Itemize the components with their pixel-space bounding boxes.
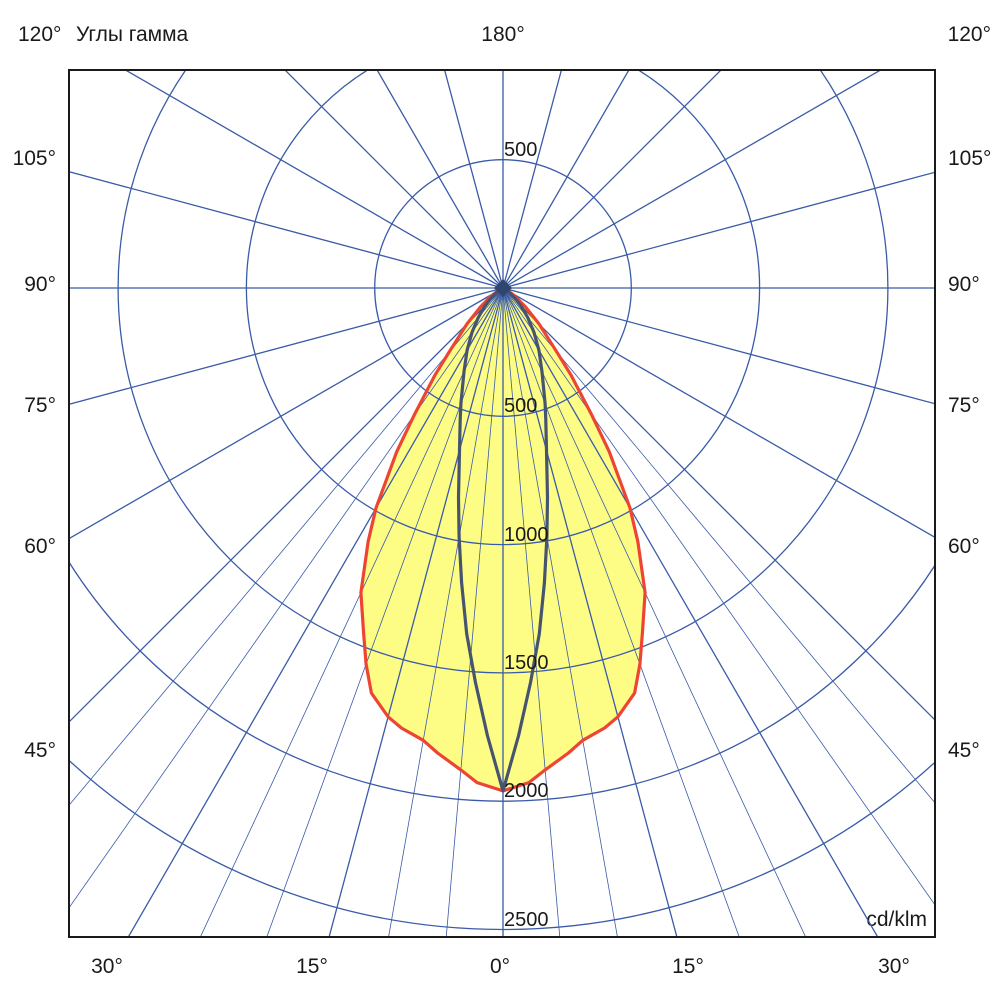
grid-ring-1500 [117, 70, 889, 674]
gamma-axis-label-right: 60° [948, 535, 980, 558]
gamma-label-top-left: 120° [18, 23, 61, 46]
grid-ring-2500 [69, 759, 935, 930]
grid-radial-major [284, 70, 504, 289]
grid-radial-major [502, 70, 882, 289]
grid-radial-major [502, 287, 678, 937]
grid-radial-minor [199, 287, 504, 937]
grid-radial-minor [445, 287, 504, 937]
grid-radial-minor [502, 287, 807, 937]
polar-origin-marker [494, 279, 512, 297]
grid-ring-1000 [245, 70, 761, 546]
gamma-axis-label-right: 90° [948, 273, 980, 296]
grid-radial-major [502, 70, 630, 289]
grid-radial-minor [388, 287, 504, 937]
radial-tick-label: 2000 [504, 780, 549, 802]
radial-tick-label: 2500 [504, 909, 549, 931]
gamma-axis-label-left: 45° [24, 739, 56, 762]
grid-radial-minor [502, 287, 561, 937]
grid-ring-2000 [69, 560, 935, 802]
gamma-axis-label-left: 90° [24, 273, 56, 296]
grid-radial-major [69, 171, 504, 289]
radial-tick-label: 1500 [504, 652, 549, 674]
gamma-axis-label-right: 105° [948, 147, 991, 170]
grid-radial-major [502, 70, 563, 289]
unit-label: cd/klm [866, 908, 927, 931]
grid-radial-minor [266, 287, 504, 937]
gamma-label-top-center: 180° [481, 23, 524, 46]
grid-ring-500 [374, 159, 632, 417]
gamma-axis-label-bottom: 30° [91, 955, 123, 978]
grid-radial-major [443, 70, 504, 289]
gamma-axis-label-left: 75° [24, 394, 56, 417]
radial-tick-label-upper: 500 [504, 139, 537, 161]
grid-radial-minor [502, 287, 740, 937]
grid-radial-minor [69, 287, 504, 806]
grid-radial-major [502, 171, 935, 289]
grid-radial-major [69, 287, 504, 540]
radial-tick-label: 1000 [504, 524, 549, 546]
grid-radial-major [502, 287, 935, 405]
grid-radial-major [502, 287, 879, 937]
grid-radial-major [502, 70, 722, 289]
gamma-axis-label-left: 60° [24, 535, 56, 558]
grid-radial-major [69, 287, 504, 405]
grid-radial-major [376, 70, 504, 289]
grid-radial-major [502, 287, 935, 721]
grid-radial-major [127, 287, 504, 937]
gamma-axis-label-right: 45° [948, 739, 980, 762]
gamma-label-top-right: 120° [948, 23, 991, 46]
gamma-axis-label-left: 105° [13, 147, 56, 170]
plot-border [68, 69, 936, 938]
grid-radial-major [328, 287, 504, 937]
grid-radial-minor [69, 287, 504, 909]
narrow-beam-curve [456, 286, 550, 793]
grid-radial-minor [502, 287, 935, 804]
grid-radial-major [69, 287, 504, 723]
grid-radial-minor [502, 287, 935, 906]
grid-radial-major [124, 70, 504, 289]
radial-tick-label: 500 [504, 395, 537, 417]
gamma-axis-label-bottom: 30° [878, 955, 910, 978]
gamma-axis-label-bottom: 15° [672, 955, 704, 978]
gamma-axis-label-bottom: 15° [296, 955, 328, 978]
grid-radial-minor [502, 287, 618, 937]
gamma-axis-label-right: 75° [948, 394, 980, 417]
grid-radial-major [502, 287, 935, 539]
chart-title: Углы гамма [76, 23, 189, 46]
gamma-axis-label-bottom: 0° [490, 955, 510, 978]
